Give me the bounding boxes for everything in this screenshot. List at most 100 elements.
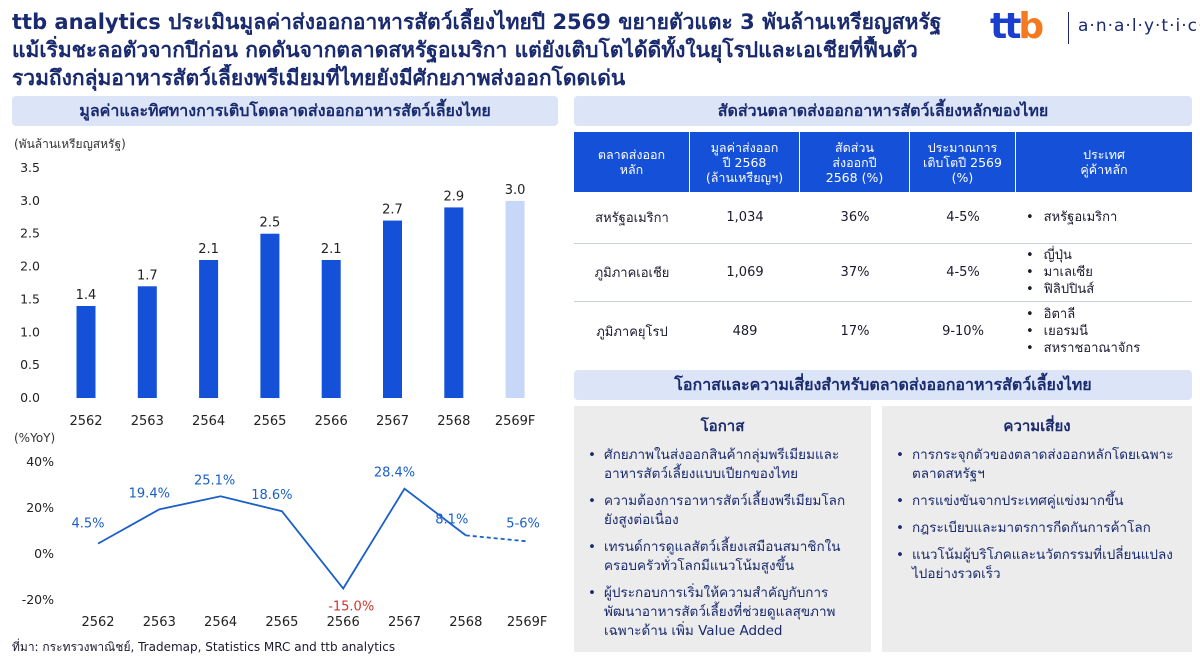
export-value-bar-chart: (พันล้านเหรียญสหรัฐ) 3.5 3.0 2.5 2.0 1.5 1.0 0… — [14, 137, 535, 429]
bar-value-label: 1.7 — [137, 268, 158, 283]
line-x-tick: 2566 — [327, 615, 360, 630]
line-chart-ylabel: (%YoY) — [14, 431, 55, 445]
left-section-title: มูลค่าและทิศทางการเติบโตตลาดส่งออกอาหารส… — [12, 96, 558, 126]
line-chart-x-axis: 2562 2563 2564 2565 2566 2567 2568 2569F — [81, 615, 547, 630]
row-growth: 4-5% — [946, 265, 980, 280]
bar-2565 — [260, 233, 280, 398]
row-market: ภูมิภาคยุโรป — [596, 324, 668, 340]
line-x-tick: 2567 — [388, 615, 421, 630]
bar-x-tick: 2564 — [192, 414, 225, 429]
row-partners: อิตาลี เยอรมนี สหราชอาณาจักร — [1016, 306, 1192, 357]
line-chart-y-axis: 40% 20% 0% -20% — [22, 454, 54, 607]
partner-item: ฟิลิปปินส์ — [1026, 281, 1192, 298]
header-share: สัดส่วน ส่งออกปี 2568 (%) — [800, 132, 910, 192]
bar-chart-value-labels: 1.4 1.7 2.1 2.5 2.1 2.7 2.9 3.0 — [76, 183, 526, 303]
line-value-label: 28.4% — [374, 466, 415, 481]
partner-item: สหราชอาณาจักร — [1026, 340, 1192, 357]
line-value-label: 25.1% — [194, 473, 235, 488]
logo-mark-tt: tt — [990, 6, 1021, 47]
logo-mark-b: b — [1018, 6, 1044, 47]
table-section-title: สัดส่วนตลาดส่งออกอาหารสัตว์เลี้ยงหลักของ… — [574, 96, 1192, 126]
partner-item: ญี่ปุ่น — [1026, 247, 1192, 264]
opportunity-item: ความต้องการอาหารสัตว์เลี้ยงพรีเมียมโลกยั… — [588, 492, 857, 530]
bar-value-label: 2.5 — [260, 216, 281, 231]
bar-x-tick: 2565 — [253, 414, 286, 429]
row-market: สหรัฐอเมริกา — [595, 211, 669, 226]
logo-divider — [1068, 12, 1069, 44]
line-value-label: 5-6% — [506, 516, 540, 531]
table-header-row: ตลาดส่งออก หลัก มูลค่าส่งออก ปี 2568 (ล้… — [574, 132, 1192, 192]
risk-item: กฎระเบียบและมาตรการกีดกันการค้าโลก — [896, 519, 1178, 538]
bar-chart-bars — [76, 200, 525, 398]
line-chart-y-tick: 20% — [26, 500, 54, 515]
bar-value-label: 2.1 — [198, 242, 219, 257]
row-value: 1,034 — [726, 210, 764, 225]
header-growth: ประมาณการ เติบโตปี 2569 (%) — [910, 132, 1016, 192]
bar-2563 — [137, 286, 157, 398]
line-x-tick: 2565 — [265, 615, 298, 630]
row-market: ภูมิภาคเอเชีย — [594, 266, 670, 281]
bar-value-label: 2.9 — [443, 189, 464, 204]
line-value-label: -15.0% — [328, 600, 374, 615]
table-row: สหรัฐอเมริกา 1,034 36% 4-5% สหรัฐอเมริกา — [574, 192, 1192, 244]
line-value-label: 8.1% — [435, 512, 468, 527]
bar-chart-ylabel: (พันล้านเหรียญสหรัฐ) — [14, 137, 126, 151]
bar-chart-y-tick: 0.0 — [20, 390, 40, 405]
bar-chart-y-tick: 3.5 — [20, 160, 40, 175]
risks-heading: ความเสี่ยง — [1003, 417, 1071, 435]
growth-line-actual — [97, 487, 467, 591]
line-chart-y-tick: 40% — [26, 454, 54, 469]
bar-2562 — [76, 306, 96, 398]
line-x-tick: 2563 — [143, 615, 176, 630]
opportunity-item: เทรนด์การดูแลสัตว์เลี้ยงเสมือนสมาชิกในคร… — [588, 538, 857, 576]
header-value: มูลค่าส่งออก ปี 2568 (ล้านเหรียญฯ) — [690, 132, 800, 192]
bar-value-label: 2.7 — [382, 203, 403, 218]
line-chart-value-labels: 4.5% 19.4% 25.1% 18.6% -15.0% 28.4% 8.1% 5-6% — [71, 466, 539, 615]
partner-item: อิตาลี — [1026, 306, 1192, 323]
header-market: ตลาดส่งออก หลัก — [574, 132, 690, 192]
bar-chart-x-axis: 2562 2563 2564 2565 2566 2567 2568 2569F — [69, 414, 535, 429]
source-note: ที่มา: กระทรวงพาณิชย์, Trademap, Statist… — [12, 640, 396, 654]
bar-x-tick: 2567 — [376, 414, 409, 429]
line-value-label: 18.6% — [251, 488, 292, 503]
opportunity-item: ศักยภาพในส่งออกสินค้ากลุ่มพรีเมียมและอาห… — [588, 446, 857, 484]
bar-2564 — [199, 260, 219, 398]
line-x-tick: 2568 — [449, 615, 482, 630]
row-share: 37% — [840, 265, 870, 280]
row-share: 36% — [840, 210, 870, 225]
header-partners: ประเทศ คู่ค้าหลัก — [1080, 147, 1128, 177]
row-partners: สหรัฐอเมริกา — [1016, 209, 1192, 226]
line-x-tick: 2569F — [507, 615, 548, 630]
row-growth: 4-5% — [946, 210, 980, 225]
row-share: 17% — [840, 323, 870, 339]
partner-item: เยอรมนี — [1026, 323, 1192, 340]
export-markets-table: ตลาดส่งออก หลัก มูลค่าส่งออก ปี 2568 (ล้… — [574, 132, 1192, 360]
bar-chart-y-tick: 3.0 — [20, 193, 40, 208]
headline-line-3: รวมถึงกลุ่มอาหารสัตว์เลี้ยงพรีเมียมที่ไท… — [12, 66, 626, 90]
bar-chart-y-axis: 3.5 3.0 2.5 2.0 1.5 1.0 0.5 0.0 — [20, 160, 40, 405]
row-value: 1,069 — [726, 265, 764, 280]
bar-value-label: 2.1 — [321, 242, 342, 257]
bar-x-tick: 2566 — [315, 414, 348, 429]
risk-item: การกระจุกตัวของตลาดส่งออกหลักโดยเฉพาะตลา… — [896, 446, 1178, 484]
bar-value-label: 1.4 — [76, 288, 97, 303]
opportunities-panel: โอกาส ศักยภาพในส่งออกสินค้ากลุ่มพรีเมียม… — [574, 406, 871, 652]
bar-x-tick: 2569F — [495, 414, 536, 429]
growth-line-chart: (%YoY) 40% 20% 0% -20% 4.5% 19.4% 25.1% 18.6% -… — [14, 431, 547, 630]
opportunity-section-title: โอกาสและความเสี่ยงสำหรับตลาดส่งออกอาหารส… — [574, 370, 1192, 400]
opportunities-heading: โอกาส — [700, 417, 745, 435]
line-x-tick: 2564 — [204, 615, 237, 630]
bar-chart-y-tick: 1.5 — [20, 291, 40, 306]
bar-chart-y-tick: 2.0 — [20, 259, 40, 274]
bar-x-tick: 2562 — [69, 414, 102, 429]
bar-2568 — [444, 207, 464, 398]
headline: ttb analytics ประเมินมูลค่าส่งออกอาหารสั… — [12, 8, 967, 92]
row-partners: ญี่ปุ่น มาเลเซีย ฟิลิปปินส์ — [1016, 247, 1192, 298]
bar-chart-y-tick: 2.5 — [20, 226, 40, 241]
risk-item: แนวโน้มผู้บริโภคและนวัตกรรมที่เปลี่ยนแปล… — [896, 546, 1178, 584]
row-growth: 9-10% — [942, 323, 984, 339]
table-row: ภูมิภาคยุโรป 489 17% 9-10% อิตาลี เยอรมน… — [574, 302, 1192, 360]
headline-line-2: แม้เริ่มชะลอตัวจากปีก่อน กดดันจากตลาดสหร… — [12, 38, 918, 62]
logo-wordmark: a·n·a·l·y·t·i·c·s — [1078, 16, 1200, 36]
line-value-label: 19.4% — [129, 486, 170, 501]
